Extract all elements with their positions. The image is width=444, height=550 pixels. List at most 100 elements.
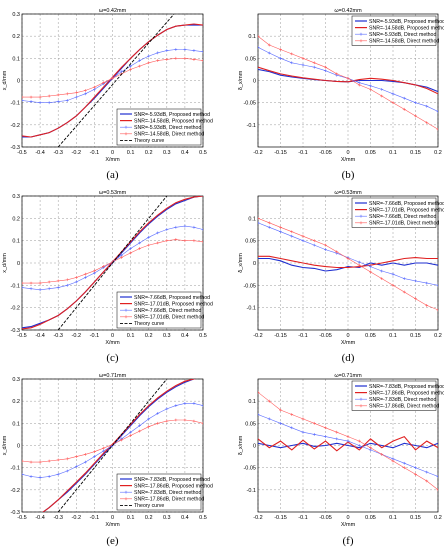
- data-point: [192, 58, 196, 61]
- data-point: [369, 270, 372, 274]
- data-point: [156, 59, 160, 62]
- legend-label: SNR=-17.01dB, Proposed method: [369, 207, 444, 213]
- data-point: [324, 243, 327, 247]
- series-line: [57, 14, 175, 147]
- x-tick-label: 0.05: [365, 150, 376, 156]
- data-point: [258, 221, 260, 225]
- data-point: [290, 426, 294, 430]
- y-axis-label: x_d/mm: [2, 253, 8, 273]
- data-point: [111, 76, 114, 80]
- data-point: [165, 58, 169, 61]
- data-point: [174, 48, 178, 51]
- legend: SNR=-7.66dB, Proposed methodSNR=-17.01dB…: [351, 197, 444, 228]
- data-point: [380, 277, 384, 281]
- data-point: [47, 459, 51, 463]
- data-point: [74, 465, 78, 468]
- series-line: [258, 442, 438, 449]
- data-point: [267, 51, 271, 55]
- data-point: [183, 56, 187, 60]
- y-tick-label: 0: [17, 79, 20, 85]
- data-point: [369, 87, 372, 91]
- x-tick-label: 0.3: [163, 333, 171, 339]
- series-line: [258, 66, 438, 95]
- x-tick-label: -0.2: [72, 150, 81, 156]
- legend-marker: [124, 308, 128, 312]
- x-tick-label: 0.5: [199, 150, 207, 156]
- y-axis-label: x_d/mm: [2, 435, 8, 455]
- data-point: [290, 61, 294, 65]
- series-line: [57, 196, 168, 330]
- data-point: [201, 228, 203, 231]
- data-point: [38, 95, 42, 99]
- data-point: [324, 65, 327, 69]
- data-point: [29, 281, 33, 285]
- data-point: [436, 283, 438, 287]
- legend: SNR=-5.93dB, Proposed methodSNR=-14.58dB…: [351, 15, 444, 46]
- data-point: [65, 278, 69, 282]
- data-point: [174, 418, 178, 422]
- data-point: [402, 277, 406, 281]
- data-point: [290, 413, 294, 416]
- x-tick-label: -0.05: [319, 150, 332, 156]
- data-point: [183, 239, 187, 243]
- data-point: [391, 101, 395, 105]
- data-point: [29, 460, 33, 464]
- x-axis-label: X/mm: [105, 157, 120, 163]
- x-tick-label: -0.05: [319, 333, 332, 339]
- data-point: [436, 308, 438, 312]
- data-point: [335, 250, 339, 254]
- data-point: [201, 50, 203, 54]
- x-tick-label: -0.15: [274, 515, 287, 521]
- panel-caption: (f): [343, 535, 354, 547]
- x-tick-label: -0.2: [72, 333, 81, 339]
- data-point: [267, 417, 271, 421]
- x-tick-label: 0.2: [434, 150, 442, 156]
- legend-label: SNR=-17.86dB, Proposed method: [369, 390, 444, 396]
- panel-caption: (d): [342, 352, 355, 364]
- data-point: [93, 450, 96, 454]
- data-point: [47, 94, 51, 98]
- y-tick-label: -0.05: [243, 283, 256, 289]
- data-point: [47, 101, 51, 105]
- y-tick-label: 0.1: [248, 216, 256, 222]
- x-tick-label: -0.2: [253, 333, 262, 339]
- x-tick-label: 0.15: [410, 150, 421, 156]
- x-tick-label: 0.1: [389, 150, 397, 156]
- data-point: [56, 458, 60, 462]
- data-point: [301, 56, 305, 60]
- data-point: [147, 417, 151, 421]
- data-point: [22, 99, 24, 102]
- legend-marker: [124, 132, 128, 136]
- data-point: [402, 107, 406, 111]
- data-point: [129, 251, 132, 255]
- data-point: [312, 421, 316, 425]
- data-point: [335, 72, 339, 76]
- data-point: [391, 283, 395, 287]
- legend: SNR=-7.83dB, Proposed methodSNR=-17.86dB…: [116, 473, 213, 511]
- data-point: [83, 452, 87, 456]
- x-axis-label: X/mm: [105, 340, 120, 346]
- legend-label: SNR=-14.58dB, Proposed method: [134, 118, 213, 124]
- data-point: [138, 64, 142, 68]
- data-point: [279, 230, 282, 234]
- data-point: [165, 419, 169, 423]
- data-point: [93, 269, 96, 273]
- legend-label: SNR=-5.93dB, Direct method: [369, 32, 436, 38]
- legend-label: Theory curve: [134, 138, 164, 144]
- data-point: [312, 433, 316, 436]
- legend-label: SNR=-17.86dB, Direct method: [369, 404, 439, 410]
- data-point: [267, 43, 271, 47]
- x-axis-label: X/mm: [105, 522, 120, 528]
- data-point: [192, 419, 196, 423]
- data-point: [192, 49, 196, 52]
- data-point: [93, 455, 96, 458]
- x-axis-label: X/mm: [341, 340, 356, 346]
- data-point: [147, 61, 151, 65]
- y-tick-label: 0.05: [245, 421, 256, 427]
- axes-frame: [257, 13, 439, 148]
- data-point: [258, 216, 260, 220]
- data-point: [183, 48, 187, 51]
- data-point: [29, 95, 33, 99]
- data-point: [290, 234, 294, 238]
